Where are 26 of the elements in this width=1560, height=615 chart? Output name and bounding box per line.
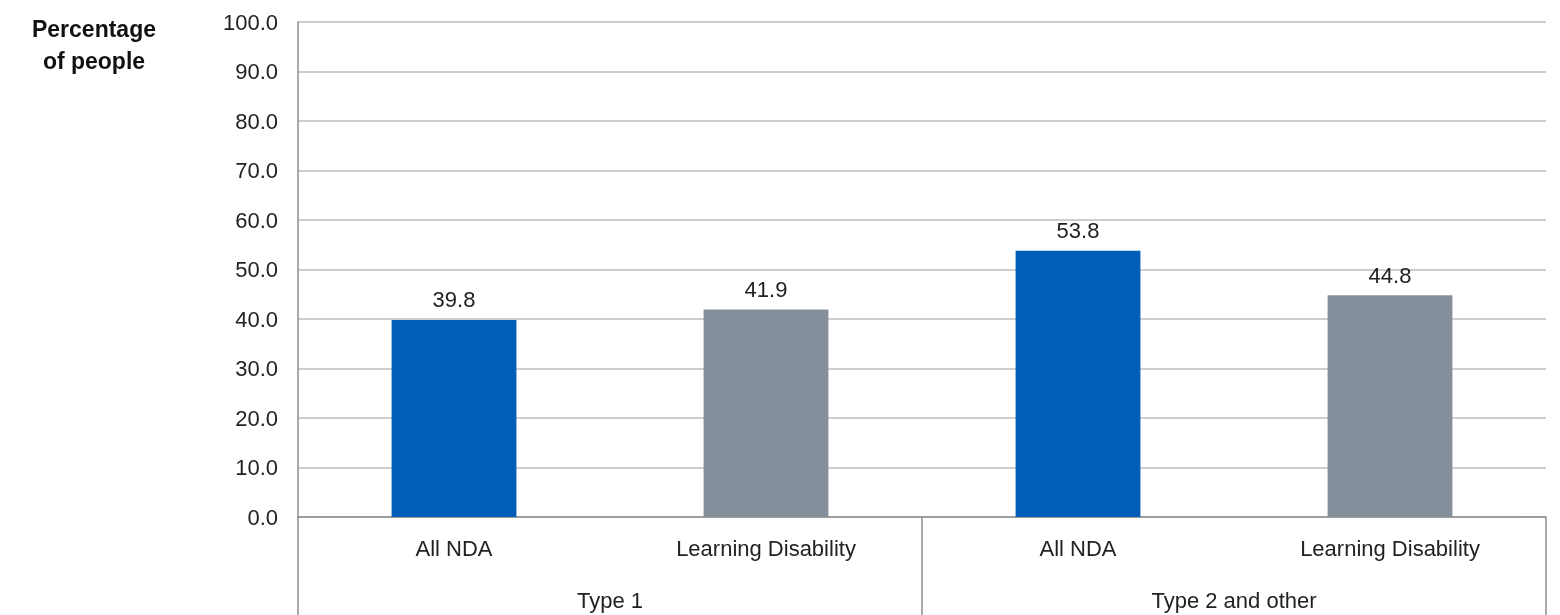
y-tick-label: 50.0 <box>235 257 278 282</box>
y-tick-label: 80.0 <box>235 108 278 134</box>
x-tick-label: Type 2 and other <box>1151 587 1317 613</box>
y-tick-label: 60.0 <box>235 207 278 233</box>
y-tick-label: 30.0 <box>235 356 278 381</box>
y-tick-label: 100.0 <box>222 9 278 35</box>
series-label: All NDA <box>415 535 493 561</box>
y-tick-label: 90.0 <box>235 59 278 84</box>
bar <box>703 309 829 517</box>
data-label: 41.9 <box>744 277 788 303</box>
data-label: 53.8 <box>1056 218 1100 244</box>
bar <box>1327 295 1453 517</box>
bar <box>1015 250 1141 517</box>
data-label: 39.8 <box>432 287 476 313</box>
text: All NDA <box>1039 535 1117 561</box>
bar <box>391 319 517 517</box>
y-tick-label: 40.0 <box>235 306 278 332</box>
data-label: 44.8 <box>1368 262 1412 288</box>
y-tick-label: 70.0 <box>235 158 278 183</box>
y-axis-title: Percentage of people <box>31 15 157 76</box>
y-tick-label: 20.0 <box>235 405 278 431</box>
text: Learning Disability <box>1300 535 1480 561</box>
y-tick-label: 10.0 <box>235 455 278 480</box>
x-tick-label: Type 1 <box>576 587 644 613</box>
y-tick-label: 0.0 <box>247 504 278 530</box>
series-label: Learning Disability <box>676 535 856 561</box>
